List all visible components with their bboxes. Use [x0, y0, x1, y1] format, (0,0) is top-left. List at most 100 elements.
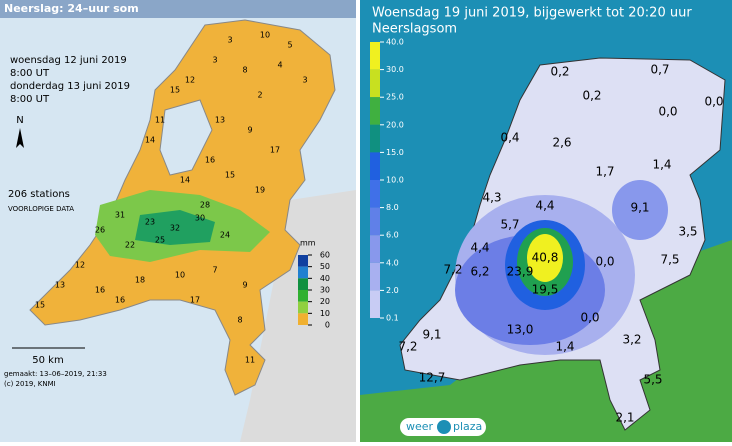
contour-30: [527, 234, 563, 282]
station-value: 9: [242, 281, 247, 290]
contour-label: 4,4: [470, 241, 489, 255]
station-value: 12: [185, 76, 195, 85]
contour-label: 7,2: [398, 340, 417, 354]
stations: 206 stations: [8, 189, 70, 200]
station-value: 3: [212, 56, 217, 65]
logo-text: weer: [406, 420, 434, 433]
contour-label: 3,5: [678, 225, 697, 239]
legend-swatch: [370, 152, 380, 180]
contour-label: 7,5: [660, 253, 679, 267]
station-value: 12: [75, 261, 85, 270]
contour-label: 9,1: [422, 328, 441, 342]
legend-swatch: [298, 255, 308, 267]
contour-label: 1,4: [555, 340, 574, 354]
ijsselmeer: [159, 99, 213, 176]
contour-label: 0,2: [550, 65, 569, 79]
copyright: (c) 2019, KNMI: [4, 380, 56, 388]
legend-label: 0.1: [386, 314, 399, 323]
station-value: 5: [287, 41, 292, 50]
legend-label: 4.0: [386, 258, 399, 267]
legend-label: 40: [320, 274, 330, 283]
legend-label: 20.0: [386, 120, 404, 129]
right-subtitle: Neerslagsom: [372, 22, 457, 37]
contour-label: 0,0: [580, 311, 599, 325]
contour-label: 1,4: [652, 158, 671, 172]
station-value: 11: [155, 116, 165, 125]
contour-label: 0,2: [582, 89, 601, 103]
period: donderdag 13 juni 2019: [10, 81, 130, 92]
legend-label: 0: [325, 321, 330, 330]
station-value: 31: [115, 211, 125, 220]
station-value: 3: [227, 36, 232, 45]
legend-label: 15.0: [386, 148, 404, 157]
period: 8:00 UT: [10, 68, 50, 79]
legend-swatch: [370, 207, 380, 236]
contour-label: 2,1: [615, 411, 634, 425]
station-value: 2: [257, 91, 262, 100]
contour-label: 0,0: [658, 105, 677, 119]
station-value: 25: [155, 236, 165, 245]
legend-label: 40.0: [386, 38, 404, 47]
logo-icon: [437, 420, 451, 434]
right-title: Woensdag 19 juni 2019, bijgewerkt tot 20…: [372, 6, 692, 21]
legend-swatch: [298, 278, 308, 290]
contour-label: 4,3: [482, 191, 501, 205]
station-value: 23: [145, 218, 155, 227]
station-value: 11: [245, 356, 255, 365]
station-value: 32: [170, 224, 180, 233]
contour-label: 5,7: [500, 218, 519, 232]
contour-label: 9,1: [630, 201, 649, 215]
legend-label: 30: [320, 286, 330, 295]
legend-swatch: [298, 290, 308, 302]
made: gemaakt: 13–06–2019, 21:33: [4, 370, 107, 378]
legend-swatch: [370, 69, 380, 98]
station-value: 18: [135, 276, 145, 285]
contour-label: 23,9: [507, 265, 534, 279]
station-value: 15: [170, 86, 180, 95]
contour-label: 7,2: [443, 263, 462, 277]
legend-swatch: [298, 301, 308, 314]
legend-label: 30.0: [386, 65, 404, 74]
legend-label: 10: [320, 309, 330, 318]
station-value: 15: [225, 171, 235, 180]
legend-swatch: [370, 262, 380, 291]
station-value: 10: [260, 31, 270, 40]
legend-swatch: [370, 235, 380, 263]
legend-swatch: [370, 124, 380, 153]
north: N: [16, 115, 23, 126]
legend-label: 60: [320, 251, 330, 260]
scale: 50 km: [32, 355, 63, 366]
contour-9: [612, 180, 668, 240]
legend-swatch: [370, 180, 380, 208]
station-value: 17: [270, 146, 280, 155]
contour-label: 6,2: [470, 265, 489, 279]
contour-label: 1,7: [595, 165, 614, 179]
station-value: 8: [242, 66, 247, 75]
station-value: 16: [205, 156, 215, 165]
legend-label: 8.0: [386, 203, 399, 212]
wet-core: [135, 210, 215, 245]
legend-label: 10.0: [386, 176, 404, 185]
legend-swatch: [298, 266, 308, 279]
legend-label: 6.0: [386, 231, 399, 240]
station-value: 13: [55, 281, 65, 290]
period: woensdag 12 juni 2019: [10, 55, 127, 66]
contour-label: 12,7: [419, 371, 446, 385]
station-value: 8: [237, 316, 242, 325]
left-title: Neerslag: 24–uur som: [4, 2, 139, 15]
contour-label: 19,5: [532, 283, 559, 297]
station-value: 19: [255, 186, 265, 195]
legend-swatch: [370, 97, 380, 125]
station-value: 3: [302, 76, 307, 85]
logo-text: plaza: [453, 420, 482, 433]
contour-label: 40,8: [532, 251, 559, 265]
station-value: 13: [215, 116, 225, 125]
contour-label: 3,2: [622, 333, 641, 347]
legend-swatch: [370, 290, 380, 318]
left-header: [0, 0, 356, 18]
station-value: 30: [195, 214, 205, 223]
contour-label: 0,7: [650, 63, 669, 77]
station-value: 14: [145, 136, 155, 145]
status: VOORLOPIGE DATA: [8, 205, 74, 213]
